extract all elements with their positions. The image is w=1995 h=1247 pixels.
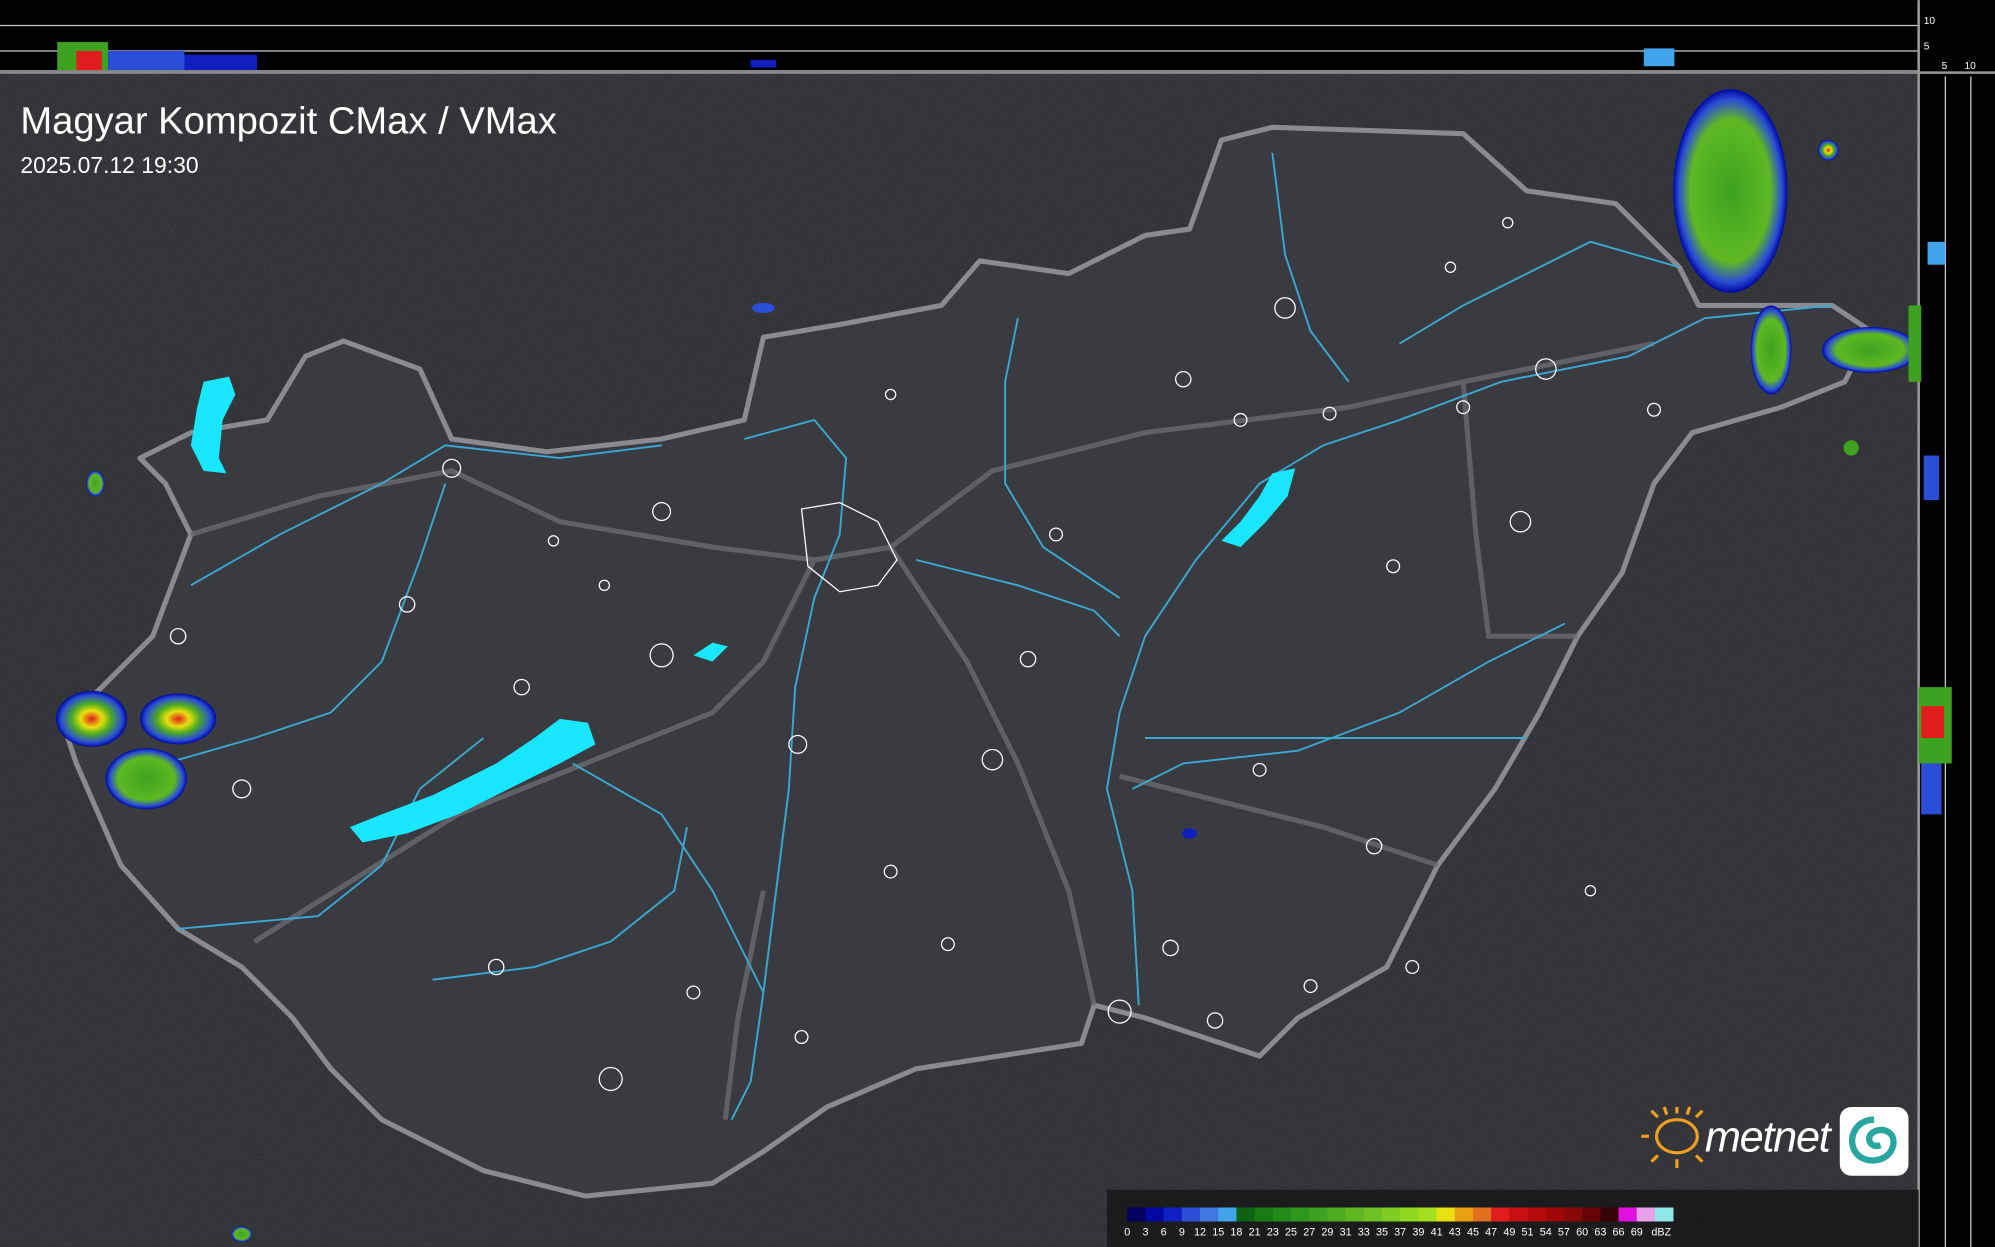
legend-label: 41 — [1431, 1226, 1443, 1238]
radar-echoes — [55, 89, 1919, 1242]
legend-swatch — [1236, 1207, 1256, 1222]
legend-swatch — [1600, 1207, 1619, 1222]
legend-label: 47 — [1485, 1226, 1497, 1238]
tick-label: 5 — [1942, 61, 1948, 72]
legend-swatch — [1563, 1207, 1583, 1222]
legend-label: 60 — [1576, 1226, 1588, 1238]
legend-swatch — [1127, 1207, 1146, 1222]
legend-label: 0 — [1124, 1226, 1130, 1238]
county-borders — [190, 341, 1655, 1121]
legend-label: 54 — [1540, 1226, 1552, 1238]
legend-swatch — [1254, 1207, 1274, 1222]
storm-cell — [1673, 89, 1788, 293]
legend-unit: dBZ — [1651, 1226, 1671, 1238]
legend-swatch — [1509, 1207, 1528, 1222]
legend-swatch — [1618, 1207, 1638, 1222]
legend-swatch — [1545, 1207, 1565, 1222]
map-title: Magyar Kompozit CMax / VMax — [20, 100, 556, 143]
legend-swatch — [1181, 1207, 1201, 1222]
legend-swatch — [1636, 1207, 1656, 1222]
tick-label: 5 — [1924, 42, 1930, 53]
sun-icon — [1641, 1106, 1704, 1169]
legend-swatch — [1145, 1207, 1165, 1222]
top-profile-panel — [0, 0, 1995, 73]
legend-label: 33 — [1358, 1226, 1370, 1238]
legend-label: 49 — [1503, 1226, 1515, 1238]
lakes — [190, 376, 1296, 843]
legend-swatch — [1436, 1207, 1456, 1222]
legend-swatch — [1418, 1207, 1437, 1222]
lake-balaton — [349, 718, 596, 843]
legend-label: 9 — [1179, 1226, 1185, 1238]
storm-cell — [55, 690, 128, 747]
legend-swatch — [1218, 1207, 1237, 1222]
rivers — [165, 152, 1833, 1121]
legend-label: 66 — [1613, 1226, 1625, 1238]
legend-swatch — [1400, 1207, 1419, 1222]
legend-label: 6 — [1161, 1226, 1167, 1238]
legend-swatch — [1527, 1207, 1547, 1222]
legend-label: 37 — [1394, 1226, 1406, 1238]
legend-swatch — [1291, 1207, 1310, 1222]
settlements — [169, 216, 1662, 1092]
legend-swatch — [1345, 1207, 1365, 1222]
legend-swatch — [1491, 1207, 1510, 1222]
legend-label: 18 — [1230, 1226, 1242, 1238]
legend-label: 63 — [1594, 1226, 1606, 1238]
legend-label: 3 — [1142, 1226, 1148, 1238]
tick-label: 10 — [1964, 61, 1976, 72]
legend-label: 31 — [1340, 1226, 1352, 1238]
legend-label: 57 — [1558, 1226, 1570, 1238]
legend-label: 51 — [1522, 1226, 1534, 1238]
legend-swatch — [1327, 1207, 1346, 1222]
legend-swatch — [1163, 1207, 1183, 1222]
legend-label: 21 — [1249, 1226, 1261, 1238]
legend-swatch — [1200, 1207, 1219, 1222]
storm-cell — [139, 693, 217, 745]
lake-neusiedl — [190, 376, 236, 474]
legend-label: 69 — [1631, 1226, 1643, 1238]
legend-label: 25 — [1285, 1226, 1297, 1238]
side-profile-panel — [1918, 72, 1995, 1247]
lake-velence — [693, 642, 728, 662]
legend-label: 43 — [1449, 1226, 1461, 1238]
legend-label: 23 — [1267, 1226, 1279, 1238]
legend-label: 45 — [1467, 1226, 1479, 1238]
legend-swatch — [1309, 1207, 1328, 1222]
storm-cell — [1750, 305, 1792, 395]
legend-label: 15 — [1212, 1226, 1224, 1238]
legend-label: 12 — [1194, 1226, 1206, 1238]
tick-label: 10 — [1924, 16, 1936, 27]
side-profile: 5 10 — [1908, 0, 1995, 1247]
legend-swatch — [1272, 1207, 1292, 1222]
legend-label: 39 — [1412, 1226, 1424, 1238]
legend-label: 27 — [1303, 1226, 1315, 1238]
logo-text: metnet — [1705, 1114, 1833, 1162]
lake-tisza — [1221, 468, 1296, 548]
legend-swatch — [1381, 1207, 1401, 1222]
legend-swatch — [1363, 1207, 1383, 1222]
legend-swatch — [1582, 1207, 1601, 1222]
legend-label: 35 — [1376, 1226, 1388, 1238]
legend-swatch — [1654, 1207, 1674, 1222]
storm-cell — [1821, 327, 1919, 373]
color-legend: 0 3 6 9 12 15 18 21 23 25 27 29 31 33 35 37 39 41 43 45 47 49… — [1106, 1189, 1919, 1247]
legend-swatch — [1472, 1207, 1492, 1222]
map-timestamp: 2025.07.12 19:30 — [20, 152, 198, 178]
legend-label: 29 — [1321, 1226, 1333, 1238]
top-profile: 10 5 — [0, 16, 1935, 74]
legend-swatch — [1454, 1207, 1474, 1222]
storm-cell — [105, 748, 188, 810]
metnet-logo: metnet — [1641, 1106, 1909, 1176]
